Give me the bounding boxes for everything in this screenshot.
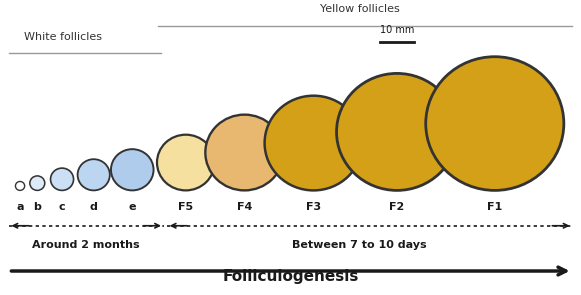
Text: Folliculogenesis: Folliculogenesis	[223, 269, 358, 284]
Text: e: e	[128, 202, 136, 212]
Ellipse shape	[30, 176, 45, 190]
Ellipse shape	[51, 168, 74, 190]
Ellipse shape	[111, 149, 153, 190]
Ellipse shape	[78, 159, 110, 190]
Text: F3: F3	[306, 202, 321, 212]
Text: a: a	[16, 202, 24, 212]
Text: F5: F5	[178, 202, 193, 212]
Text: Around 2 months: Around 2 months	[33, 240, 140, 250]
Text: F1: F1	[487, 202, 503, 212]
Ellipse shape	[205, 115, 284, 190]
Text: F2: F2	[389, 202, 404, 212]
Text: Yellow follicles: Yellow follicles	[320, 4, 399, 14]
Text: Between 7 to 10 days: Between 7 to 10 days	[292, 240, 427, 250]
Ellipse shape	[157, 135, 214, 190]
Ellipse shape	[336, 73, 457, 190]
Text: White follicles: White follicles	[24, 32, 102, 42]
Ellipse shape	[264, 96, 363, 190]
Text: c: c	[59, 202, 65, 212]
Text: F4: F4	[237, 202, 252, 212]
Ellipse shape	[16, 181, 24, 190]
Ellipse shape	[426, 57, 564, 190]
Text: b: b	[33, 202, 41, 212]
Text: d: d	[89, 202, 98, 212]
Text: 10 mm: 10 mm	[380, 25, 414, 35]
